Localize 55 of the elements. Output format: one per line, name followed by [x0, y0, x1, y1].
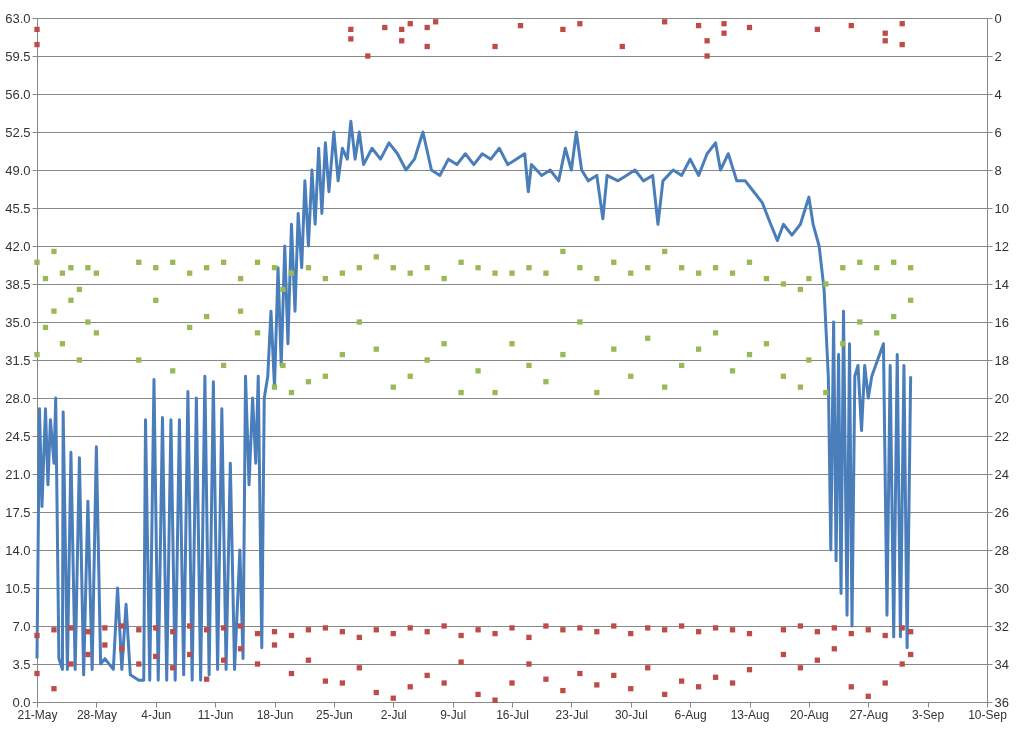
- y2-tick-label: 14: [994, 276, 1009, 292]
- y2-tick-label: 8: [994, 162, 1002, 178]
- y-tick-label: 7.0: [12, 618, 31, 634]
- y2-tick-label: 36: [994, 694, 1009, 710]
- y2-tick-label: 4: [994, 86, 1002, 102]
- y-tick-label: 59.5: [5, 48, 31, 64]
- x-tick-label: 6-Aug: [674, 707, 707, 722]
- x-tick-label: 30-Jul: [614, 707, 648, 722]
- y-tick-label: 63.0: [5, 10, 31, 26]
- x-tick-label: 25-Jun: [316, 707, 353, 722]
- y-tick-label: 49.0: [5, 162, 31, 178]
- x-tick-label: 13-Aug: [730, 707, 770, 722]
- y2-tick-label: 16: [994, 314, 1009, 330]
- y2-tick-label: 2: [994, 48, 1002, 64]
- y2-tick-label: 10: [994, 200, 1009, 216]
- x-tick-label: 20-Aug: [790, 707, 829, 722]
- x-tick-label: 18-Jun: [256, 707, 294, 722]
- y2-tick-label: 30: [994, 580, 1009, 596]
- y-tick-label: 17.5: [5, 504, 31, 520]
- y2-tick-label: 24: [994, 466, 1009, 482]
- y2-tick-label: 6: [994, 124, 1002, 140]
- y-tick-label: 45.5: [5, 200, 31, 216]
- y2-tick-label: 22: [994, 428, 1009, 444]
- y2-tick-label: 0: [994, 10, 1002, 26]
- y2-tick-label: 12: [994, 238, 1009, 254]
- y-tick-label: 35.0: [5, 314, 31, 330]
- x-tick-label: 27-Aug: [849, 707, 889, 722]
- y2-tick-label: 18: [994, 352, 1009, 368]
- x-tick-label: 21-May: [17, 707, 58, 722]
- y-tick-label: 38.5: [5, 276, 31, 292]
- y-tick-label: 0.0: [12, 694, 31, 710]
- x-tick-label: 10-Sep: [968, 707, 1008, 722]
- x-tick-label: 16-Jul: [496, 707, 529, 722]
- y-tick-label: 52.5: [5, 124, 31, 140]
- x-tick-label: 11-Jun: [197, 707, 234, 722]
- x-tick-label: 4-Jun: [141, 707, 172, 722]
- x-tick-label: 3-Sep: [912, 707, 945, 722]
- y-tick-label: 28.0: [5, 390, 31, 406]
- y-tick-label: 10.5: [5, 580, 31, 596]
- y2-tick-label: 34: [994, 656, 1009, 672]
- x-tick-label: 2-Jul: [380, 707, 407, 722]
- y2-tick-label: 20: [994, 390, 1009, 406]
- y-tick-label: 14.0: [5, 542, 31, 558]
- x-tick-label: 23-Jul: [555, 707, 589, 722]
- x-tick-label: 9-Jul: [440, 707, 467, 722]
- y-tick-label: 56.0: [5, 86, 31, 102]
- x-tick-label: 28-May: [76, 707, 117, 722]
- y2-tick-label: 26: [994, 504, 1009, 520]
- y-tick-label: 3.5: [12, 656, 31, 672]
- y-tick-label: 21.0: [5, 466, 31, 482]
- y-tick-label: 24.5: [5, 428, 31, 444]
- y-tick-label: 42.0: [5, 238, 31, 254]
- y2-tick-label: 32: [994, 618, 1009, 634]
- y-tick-label: 31.5: [5, 352, 31, 368]
- y2-tick-label: 28: [994, 542, 1009, 558]
